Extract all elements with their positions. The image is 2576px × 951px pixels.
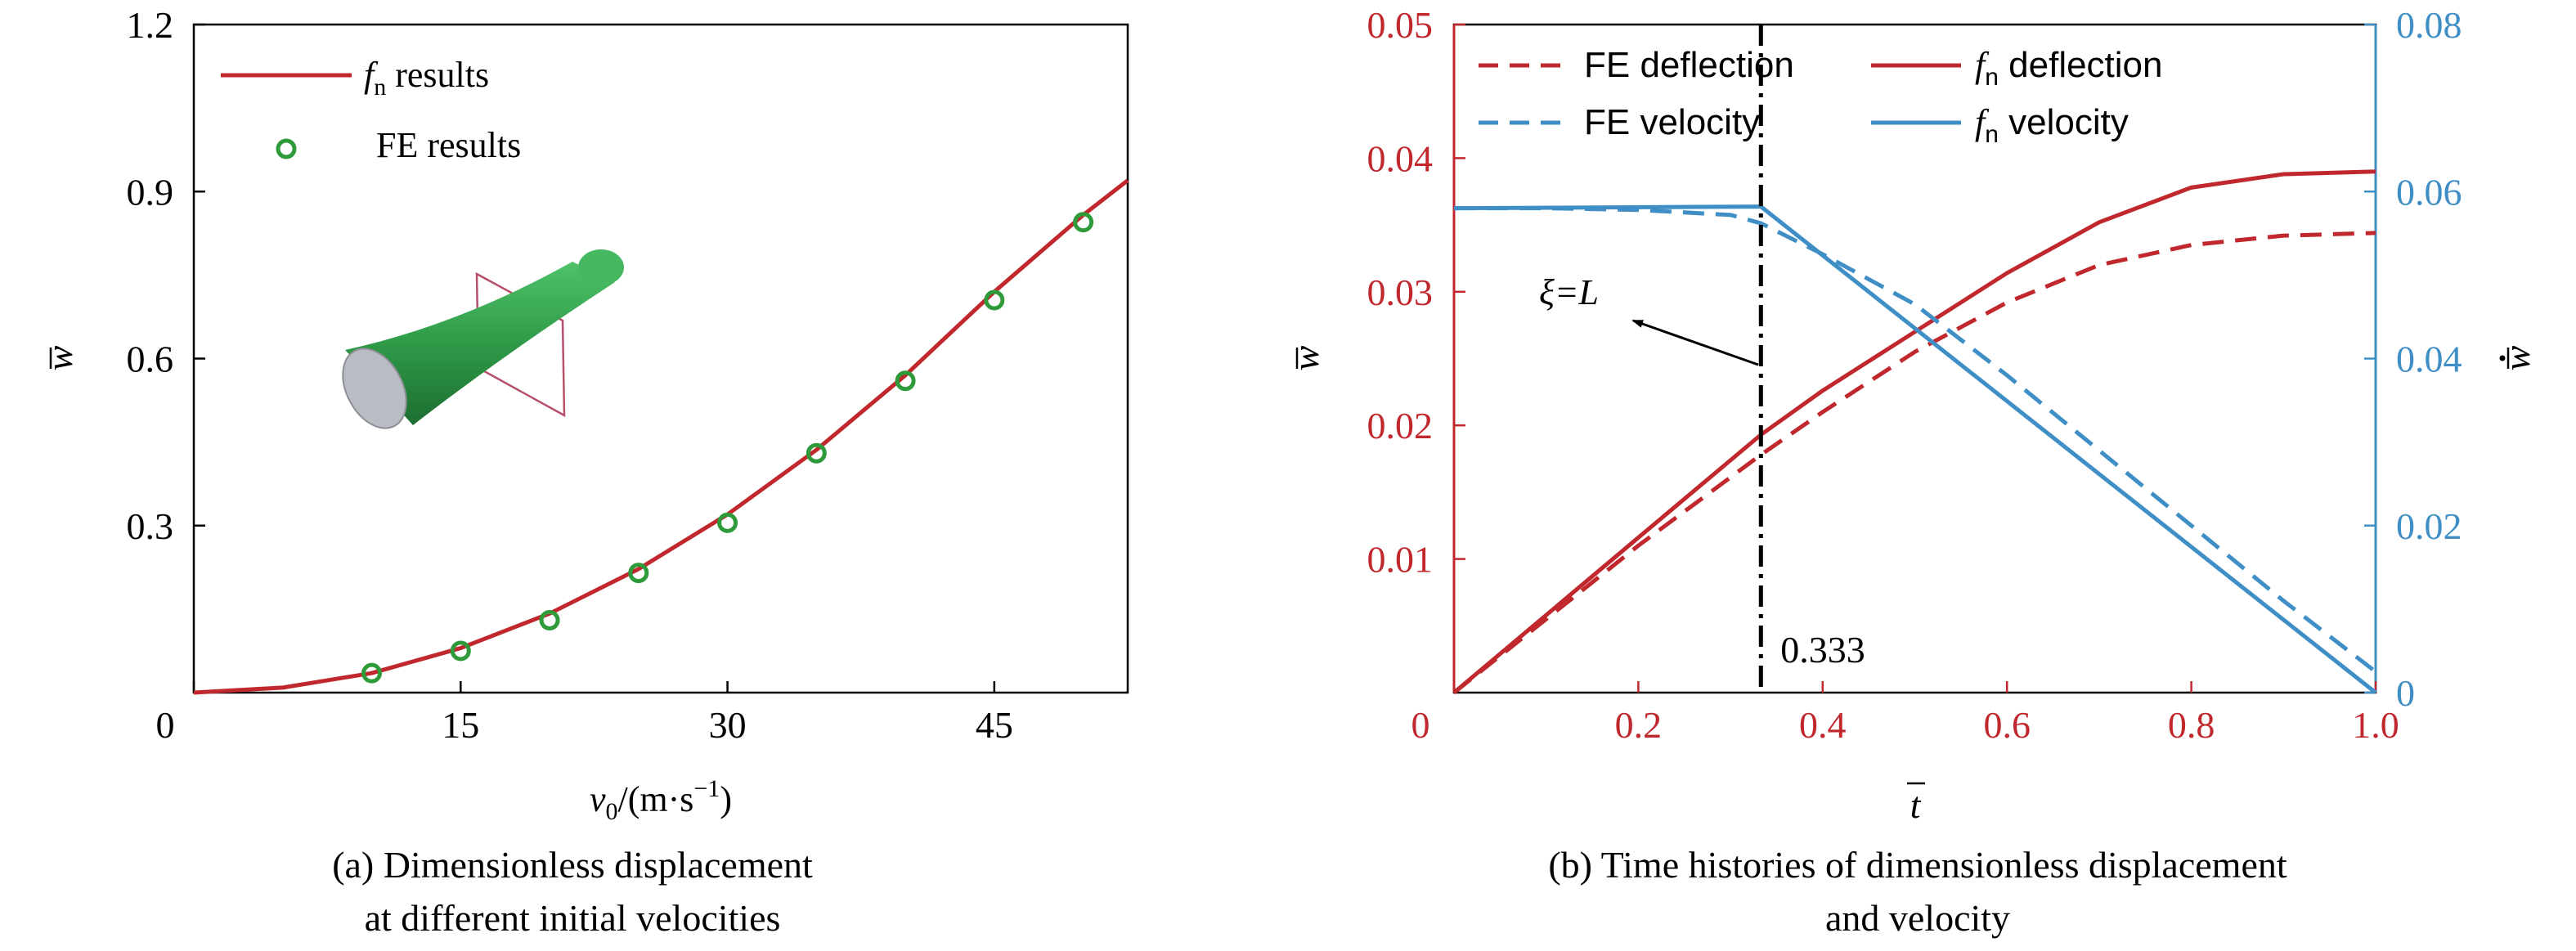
panel-b-x-ticks: 0 0.2 0.4 0.6 0.8 1.0: [1411, 681, 2399, 746]
left-y-tick-label: 0.02: [1367, 405, 1434, 446]
series-line-fe-deflection: [1452, 231, 2376, 694]
left-y-tick-label: 0.03: [1367, 271, 1434, 313]
legend-label-fe-results: FE results: [376, 125, 521, 165]
series-line-fe-velocity: [1454, 206, 2377, 674]
panel-b-right-y-axis-label-dot: [2499, 355, 2506, 361]
right-y-tick-label: 0.06: [2396, 171, 2462, 213]
panel-a-caption-line2: at different initial velocities: [365, 897, 781, 939]
y-tick-label: 0.3: [127, 505, 174, 547]
panel-a-x-ticks: 0 15 30 45: [156, 681, 1013, 746]
beam-end-cap-far: [578, 249, 624, 285]
right-y-tick-label: 0.08: [2396, 4, 2462, 46]
data-point-fe-results: [361, 662, 383, 684]
data-point-fe-results: [895, 370, 916, 392]
panel-a-y-axis-label: w: [38, 345, 80, 370]
inset-beam-illustration: [342, 249, 624, 429]
right-y-tick-label: 0.04: [2396, 339, 2462, 380]
x-tick-label: 0.4: [1799, 704, 1847, 746]
panel-b: 0 0.2 0.4 0.6 0.8 1.0 0.010.020.030.040.05 00…: [1285, 4, 2538, 939]
legend-label-fe-deflection: FE deflection: [1584, 45, 1794, 85]
left-y-tick-label: 0.01: [1367, 539, 1434, 581]
series-line-fn-velocity: [1453, 204, 2377, 694]
x-tick-label: 0.8: [2168, 704, 2215, 746]
x-tick-label: 0: [156, 704, 175, 746]
right-y-tick-label: 0: [2396, 672, 2415, 714]
legend-swatch-fe-results: [276, 138, 297, 159]
panel-a-legend: fn results FE results: [221, 55, 521, 165]
panel-b-left-y-axis-label: w: [1285, 345, 1326, 370]
legend-label-fn-velocity: fn velocity: [1975, 102, 2129, 148]
panel-b-series: [1452, 169, 2377, 694]
x-tick-label: 1.0: [2352, 704, 2399, 746]
panel-b-left-y-ticks: 0.01 0.02 0.03 0.04 0.05: [1367, 4, 1465, 581]
data-point-fe-results: [628, 563, 649, 584]
x-tick-label: 0: [1411, 704, 1430, 746]
panel-b-right-y-ticks: 0 0.02 0.04 0.06 0.08: [2364, 4, 2462, 714]
legend-label-fe-velocity: FE velocity: [1584, 102, 1760, 142]
panel-b-legend: FE deflection FE velocity fn deflection …: [1479, 45, 2163, 148]
left-y-tick-label: 0.05: [1367, 4, 1434, 46]
panel-a-y-ticks: 0.3 0.6 0.9 1.2: [127, 4, 205, 547]
data-point-fe-results: [717, 512, 738, 533]
annotation-label: ξ=L: [1539, 272, 1599, 312]
series-line-fn-results: [193, 178, 1129, 695]
x-tick-label: 30: [709, 704, 747, 746]
x-tick-label: 0.6: [1983, 704, 2031, 746]
x-tick-label: 15: [442, 704, 479, 746]
x-tick-label: 45: [976, 704, 1013, 746]
right-y-tick-label: 0.02: [2396, 505, 2462, 547]
legend-label-fn-deflection: fn deflection: [1975, 45, 2163, 91]
marker-value-label: 0.333: [1780, 629, 1865, 671]
beam-body: [345, 262, 615, 425]
panel-a-plot-frame: [192, 23, 1129, 694]
panel-a-caption-line1: (a) Dimensionless displacement: [332, 844, 813, 886]
data-point-fe-results: [539, 609, 560, 630]
left-y-tick-label: 0.04: [1367, 137, 1434, 179]
panel-b-caption-line2: and velocity: [1825, 897, 2010, 939]
series-line-fn-deflection: [1452, 169, 2376, 694]
data-point-fe-results: [984, 289, 1005, 311]
y-tick-label: 0.6: [127, 339, 174, 380]
data-point-fe-results: [806, 442, 827, 464]
panel-a: 0 15 30 45 0.3 0.6 0.9 1.2 fn results FE resul…: [38, 4, 1129, 939]
data-point-fe-results: [1073, 212, 1094, 233]
x-tick-label: 0.2: [1615, 704, 1663, 746]
y-tick-label: 1.2: [127, 4, 174, 46]
data-point-fe-results: [450, 640, 471, 662]
panel-b-caption-line1: (b) Time histories of dimensionless disp…: [1548, 844, 2287, 886]
panel-b-x-axis-label: t: [1910, 784, 1922, 826]
legend-label-fn-results: fn results: [364, 55, 489, 101]
panel-a-series: [193, 178, 1129, 695]
panel-a-x-axis-label: v0/(m·s−1): [590, 775, 732, 825]
beam-end-cap-near: [342, 348, 407, 429]
y-tick-label: 0.9: [127, 171, 174, 213]
annotation-arrow: [1631, 319, 1759, 366]
